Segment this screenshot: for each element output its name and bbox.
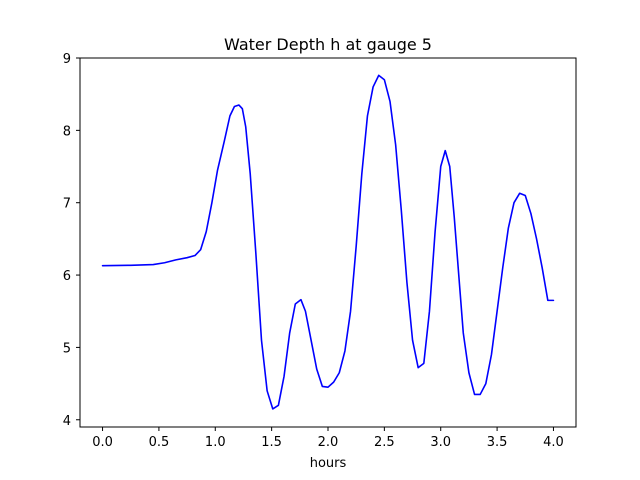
x-tick-label: 3.0 — [430, 435, 451, 450]
x-axis-label: hours — [310, 456, 347, 471]
series-line — [101, 74, 555, 410]
x-tick-label: 4.0 — [543, 435, 564, 450]
y-tick-label: 8 — [63, 124, 71, 139]
x-tick-label: 2.0 — [318, 435, 339, 450]
x-tick-label: 1.0 — [205, 435, 226, 450]
x-tick-label: 0.0 — [92, 435, 113, 450]
y-tick-label: 4 — [63, 414, 71, 429]
plot-area — [101, 74, 555, 410]
x-tick-label: 0.5 — [149, 435, 170, 450]
x-tick-label: 3.5 — [487, 435, 508, 450]
x-tick-label: 1.5 — [261, 435, 282, 450]
y-tick-label: 5 — [63, 341, 71, 356]
y-tick-label: 9 — [63, 52, 71, 67]
y-tick-label: 6 — [63, 269, 71, 284]
y-tick-label: 7 — [63, 197, 71, 212]
y-axis: 4 5 6 7 8 9 — [63, 52, 80, 429]
x-axis: 0.0 0.5 1.0 1.5 2.0 2.5 3.0 3.5 4.0 — [92, 427, 564, 450]
chart-title: Water Depth h at gauge 5 — [224, 35, 432, 54]
x-tick-label: 2.5 — [374, 435, 395, 450]
